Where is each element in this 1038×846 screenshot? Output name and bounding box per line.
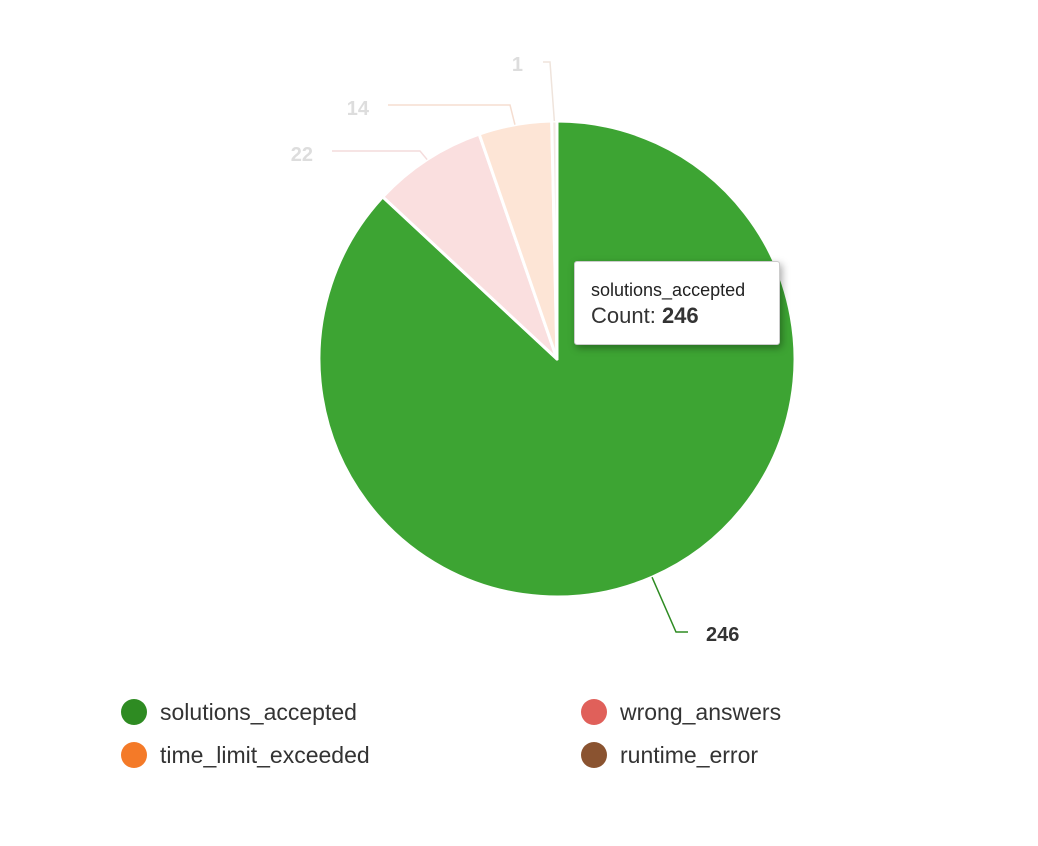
legend-marker [581,699,607,725]
legend-item-wrong-answers[interactable]: wrong_answers [581,692,781,732]
tooltip-value-row: Count: 246 [591,301,779,331]
legend-marker [121,699,147,725]
legend-marker [581,742,607,768]
data-label: 14 [347,98,370,120]
legend-item-solutions-accepted[interactable]: solutions_accepted [121,692,357,732]
data-label: 1 [512,54,523,76]
connector-line [332,150,428,161]
tooltip-series-label: Count: [591,303,662,328]
pie-slices [317,119,797,599]
connector-line [651,576,688,633]
legend-label: wrong_answers [620,698,782,725]
chart-tooltip: solutions_accepted Count: 246 [574,261,780,345]
slice-wrong-answers[interactable] [381,132,559,361]
connector-line [388,104,516,125]
label-connectors [332,61,688,633]
legend-label: runtime_error [620,741,759,768]
connector-line [543,61,556,122]
legend-marker [121,742,147,768]
legend-item-runtime-error[interactable]: runtime_error [581,735,758,775]
slice-solutions-accepted[interactable] [317,119,797,599]
legend-label: time_limit_exceeded [160,741,370,768]
legend-item-time-limit-exceeded[interactable]: time_limit_exceeded [121,735,370,775]
slice-runtime-error[interactable] [550,119,559,361]
chart-legend: solutions_accepted wrong_answers time_li… [121,690,921,780]
data-label: 22 [291,144,313,166]
data-labels: 246 22 14 1 [291,54,740,646]
tooltip-value: 246 [661,303,699,328]
legend-label: solutions_accepted [160,698,357,725]
data-label: 246 [706,624,739,646]
tooltip-title: solutions_accepted [591,280,746,300]
